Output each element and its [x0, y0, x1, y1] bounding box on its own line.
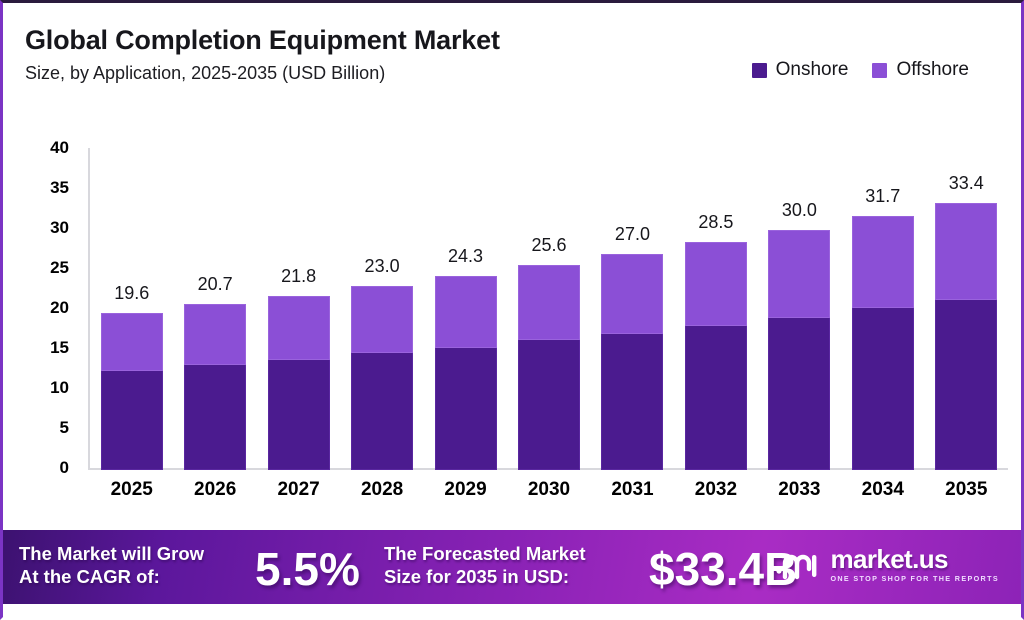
page-title: Global Completion Equipment Market — [25, 25, 500, 55]
legend-item-onshore[interactable]: Onshore — [751, 59, 849, 81]
bar-segment-offshore[interactable] — [768, 230, 831, 318]
bar-stack-2027[interactable] — [267, 103, 330, 470]
y-axis-tick-35: 35 — [50, 178, 69, 197]
bar-value-label-2025: 19.6 — [114, 283, 150, 304]
x-axis-tick-labels: 2025 2026 2027 2028 2029 2030 2031 2032 2033 2034… — [90, 475, 1008, 509]
bar-value-label-2026: 20.7 — [197, 274, 233, 295]
bar-segment-onshore[interactable] — [100, 370, 163, 470]
bar-segment-offshore[interactable] — [100, 313, 163, 371]
chart-legend: Onshore Offshore — [751, 59, 969, 81]
bar-stack-2025[interactable] — [100, 103, 163, 470]
bar-segment-offshore[interactable] — [351, 286, 414, 354]
x-axis-label-2027: 2027 — [277, 479, 320, 500]
y-axis-tick-30: 30 — [50, 218, 69, 237]
bar-segment-onshore[interactable] — [434, 347, 497, 470]
y-axis-tick-15: 15 — [50, 338, 69, 357]
bar-segment-onshore[interactable] — [935, 300, 998, 470]
y-axis-tick-20: 20 — [50, 298, 69, 317]
bar-segment-offshore[interactable] — [851, 216, 914, 309]
y-axis-line — [88, 148, 90, 468]
market-us-logo: market.us ONE STOP SHOP FOR THE REPORTS — [775, 546, 999, 582]
bar-segment-onshore[interactable] — [768, 318, 831, 470]
bar-stack-2034[interactable] — [851, 103, 914, 470]
bar-segment-offshore[interactable] — [434, 275, 497, 348]
x-axis-label-2034: 2034 — [861, 479, 904, 500]
bar-value-label-2032: 28.5 — [698, 212, 734, 232]
forecast-label: The Forecasted Market Size for 2035 in U… — [384, 543, 586, 588]
bar-segment-offshore[interactable] — [518, 265, 580, 341]
forecast-value: $33.4B — [649, 543, 798, 595]
y-axis-tick-40: 40 — [50, 138, 69, 157]
y-axis-tick-10: 10 — [50, 378, 69, 397]
bar-value-label-2035: 33.4 — [948, 172, 984, 193]
cagr-label: The Market will Grow At the CAGR of: — [19, 543, 204, 588]
forecast-label-line1: The Forecasted Market — [384, 543, 586, 564]
bar-segment-onshore[interactable] — [601, 334, 664, 470]
bar-stack-2032[interactable] — [684, 103, 747, 470]
bar-segment-offshore[interactable] — [601, 254, 664, 334]
bar-value-label-2033: 30.0 — [781, 200, 817, 220]
x-axis-label-2031: 2031 — [611, 479, 654, 500]
bar-stack-2033[interactable] — [768, 103, 831, 470]
bar-value-label-2034: 31.7 — [865, 186, 901, 207]
bar-stack-2029[interactable] — [434, 103, 497, 470]
page-subtitle: Size, by Application, 2025-2035 (USD Bil… — [25, 63, 386, 83]
bar-segment-offshore[interactable] — [267, 295, 330, 360]
bar-value-label-2031: 27.0 — [614, 224, 650, 244]
bar-value-label-2027: 21.8 — [281, 265, 317, 286]
bar-segment-onshore[interactable] — [351, 353, 414, 470]
bar-segment-offshore[interactable] — [935, 202, 998, 301]
y-axis-tick-0: 0 — [59, 458, 69, 477]
y-axis-tick-25: 25 — [50, 258, 69, 277]
bar-segment-onshore[interactable] — [267, 359, 330, 470]
bar-stack-2026[interactable] — [184, 103, 247, 470]
forecast-label-line2: Size for 2035 in USD: — [384, 565, 570, 587]
bar-stack-2030[interactable] — [518, 103, 580, 470]
chart-header: Global Completion Equipment Market Size,… — [3, 3, 1021, 103]
x-axis-label-2032: 2032 — [694, 479, 738, 500]
y-axis-tick-labels: 0 5 10 15 20 25 30 35 40 — [23, 103, 69, 523]
bar-segment-onshore[interactable] — [518, 340, 580, 470]
bar-segment-onshore[interactable] — [684, 326, 747, 470]
market-us-logo-text: market.us ONE STOP SHOP FOR THE REPORTS — [830, 546, 999, 582]
x-axis-label-2033: 2033 — [778, 479, 821, 500]
legend-label: Onshore — [775, 59, 849, 80]
legend-swatch-onshore — [751, 62, 767, 78]
bar-value-label-2028: 23.0 — [364, 256, 400, 276]
logo-tagline: ONE STOP SHOP FOR THE REPORTS — [830, 574, 999, 583]
cagr-label-line1: The Market will Grow — [19, 543, 205, 564]
bar-segment-onshore[interactable] — [851, 308, 914, 470]
legend-label: Offshore — [896, 59, 969, 80]
y-axis-tick-5: 5 — [59, 418, 69, 437]
bar-stack-2028[interactable] — [351, 103, 414, 470]
summary-banner: The Market will Grow At the CAGR of: 5.5… — [3, 530, 1021, 604]
logo-wordmark: market.us — [830, 544, 948, 574]
cagr-label-line2: At the CAGR of: — [19, 565, 160, 587]
bar-segment-offshore[interactable] — [684, 242, 747, 326]
cagr-value: 5.5% — [255, 543, 360, 595]
x-axis-label-2028: 2028 — [360, 479, 404, 500]
bar-stack-2035[interactable] — [935, 103, 998, 470]
x-axis-label-2029: 2029 — [444, 479, 487, 500]
bar-value-label-2030: 25.6 — [531, 235, 567, 256]
x-axis-label-2025: 2025 — [110, 479, 153, 500]
bar-value-label-2029: 24.3 — [448, 245, 484, 266]
x-axis-label-2026: 2026 — [194, 479, 237, 500]
chart-plot-area: 0 5 10 15 20 25 30 35 40 19.6 20.7 21.8 23.0 24.3 25.… — [3, 103, 1021, 523]
legend-item-offshore[interactable]: Offshore — [872, 59, 969, 81]
x-axis-label-2035: 2035 — [945, 479, 988, 500]
bar-series-group: 19.6 20.7 21.8 23.0 24.3 25.6 27.0 28.5 30.0 31.7… — [90, 103, 1008, 470]
legend-swatch-offshore — [872, 62, 888, 78]
bar-stack-2031[interactable] — [601, 103, 664, 470]
bar-segment-offshore[interactable] — [184, 304, 247, 366]
bar-segment-onshore[interactable] — [184, 365, 247, 470]
x-axis-label-2030: 2030 — [527, 479, 571, 500]
market-us-logo-mark-icon — [775, 547, 821, 581]
